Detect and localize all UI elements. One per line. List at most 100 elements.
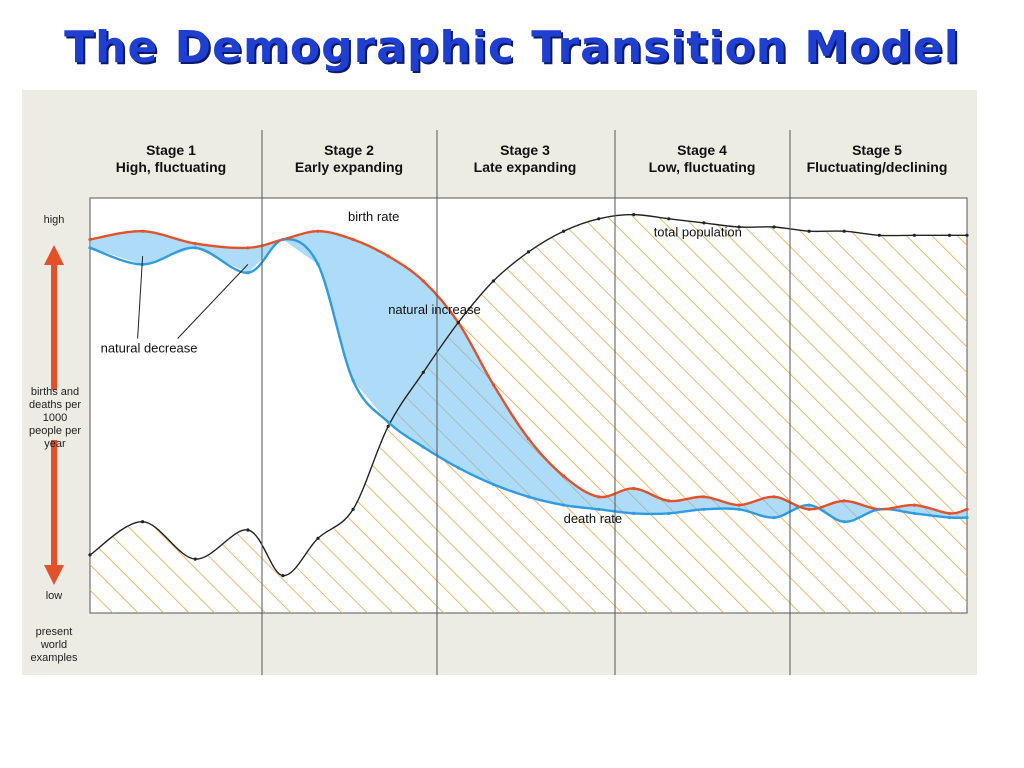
- total-population-point: [737, 225, 741, 229]
- birth-rate-point: [632, 486, 636, 491]
- total-population-point: [807, 229, 811, 233]
- stage-3-number: Stage 3: [500, 142, 550, 158]
- birth-rate-point: [141, 229, 145, 233]
- total-population-point: [141, 520, 145, 524]
- y-axis-label: births and deaths per 1000 people per ye…: [29, 386, 81, 450]
- chart-figure: birth rate death rate total population natu…: [22, 90, 977, 675]
- death-rate-label: death rate: [564, 511, 623, 526]
- total-population-label: total population: [654, 225, 742, 240]
- total-population-point: [562, 229, 566, 233]
- stage-5-description: Fluctuating/declining: [806, 159, 948, 175]
- total-population-point: [632, 213, 636, 217]
- stage-2-header: Stage 2 Early expanding: [264, 142, 434, 176]
- death-rate-point: [421, 445, 425, 449]
- natural-decrease-pointer: [177, 264, 249, 339]
- death-rate-point: [737, 507, 741, 511]
- present-world-examples-label: present world examples: [30, 626, 78, 664]
- death-rate-point: [316, 262, 320, 266]
- birth-rate-point: [667, 499, 671, 503]
- total-population-point: [842, 229, 846, 233]
- death-rate-point: [351, 379, 355, 383]
- birth-rate-point: [421, 279, 425, 283]
- natural-decrease-label: natural decrease: [101, 341, 198, 356]
- birth-rate-point: [526, 437, 531, 441]
- death-rate-point: [632, 511, 636, 515]
- total-population-point: [667, 217, 671, 221]
- total-population-point: [526, 250, 531, 254]
- death-rate-point: [877, 507, 881, 511]
- total-population-point: [456, 320, 460, 325]
- birth-rate-point: [562, 474, 566, 478]
- stage-3-header: Stage 3 Late expanding: [440, 142, 610, 176]
- birth-rate-point: [386, 254, 390, 258]
- y-high-label: high: [43, 214, 65, 226]
- birth-rate-point: [597, 495, 601, 499]
- stage-5-header: Stage 5 Fluctuating/declining: [792, 142, 962, 176]
- death-rate-point: [386, 420, 390, 424]
- stage-4-description: Low, fluctuating: [648, 159, 756, 175]
- total-population-point: [912, 233, 917, 237]
- total-population-point: [351, 507, 355, 511]
- slide-title: The Demographic Transition Model: [64, 22, 960, 73]
- total-population-point: [246, 528, 250, 532]
- birth-rate-point: [491, 383, 495, 387]
- birth-rate-point: [193, 242, 197, 246]
- total-population-point: [772, 225, 776, 229]
- death-rate-point: [562, 503, 566, 507]
- total-population-point: [491, 279, 495, 283]
- arrow-down-head: [44, 565, 64, 585]
- birth-rate-point: [88, 237, 92, 242]
- total-population-point: [386, 424, 390, 428]
- death-rate-point: [912, 511, 917, 515]
- natural-decrease-pointer: [137, 256, 144, 339]
- total-population-point: [193, 557, 197, 561]
- stage-5-number: Stage 5: [852, 142, 902, 158]
- total-population-point: [965, 233, 969, 237]
- death-rate-point: [702, 507, 706, 511]
- total-population-point: [316, 536, 320, 540]
- stage-1-description: High, fluctuating: [115, 159, 227, 175]
- stage-4-header: Stage 4 Low, fluctuating: [617, 142, 787, 176]
- birth-rate-point: [965, 507, 969, 511]
- total-population-point: [947, 233, 952, 237]
- stage-1-header: Stage 1 High, fluctuating: [86, 142, 256, 176]
- death-rate-point: [246, 271, 250, 275]
- birth-rate-label: birth rate: [348, 209, 399, 224]
- birth-rate-point: [807, 507, 811, 511]
- total-population-point: [702, 221, 706, 225]
- y-low-label: low: [45, 590, 63, 602]
- demographic-transition-chart: birth rate death rate total population natu…: [44, 130, 969, 675]
- stage-2-number: Stage 2: [324, 142, 374, 158]
- stage-4-number: Stage 4: [677, 142, 727, 158]
- death-rate-point: [842, 520, 846, 524]
- birth-rate-point: [772, 495, 776, 499]
- death-rate-point: [88, 246, 92, 250]
- total-population-point: [597, 217, 601, 221]
- birth-rate-point: [702, 495, 706, 499]
- death-rate-point: [281, 237, 285, 242]
- population-hatch-area: [90, 214, 967, 613]
- death-rate-point: [526, 495, 531, 499]
- birth-rate-point: [947, 511, 952, 515]
- total-population-point: [281, 574, 285, 578]
- death-rate-point: [965, 516, 969, 520]
- natural-increase-label: natural increase: [388, 302, 481, 317]
- death-rate-point: [772, 516, 776, 520]
- birth-rate-point: [912, 503, 917, 507]
- death-rate-point: [667, 511, 671, 515]
- birth-rate-point: [737, 503, 741, 507]
- stage-3-description: Late expanding: [473, 159, 577, 175]
- death-rate-point: [491, 482, 495, 486]
- death-rate-point: [456, 466, 460, 470]
- death-rate-point: [947, 516, 952, 520]
- death-rate-point: [597, 507, 601, 511]
- birth-rate-point: [246, 246, 250, 250]
- birth-rate-point: [842, 499, 846, 503]
- stage-1-number: Stage 1: [146, 142, 196, 158]
- total-population-point: [88, 553, 92, 557]
- birth-rate-point: [351, 237, 355, 242]
- death-rate-point: [193, 246, 197, 250]
- stage-2-description: Early expanding: [294, 159, 404, 175]
- birth-rate-point: [316, 229, 320, 233]
- total-population-point: [877, 233, 881, 237]
